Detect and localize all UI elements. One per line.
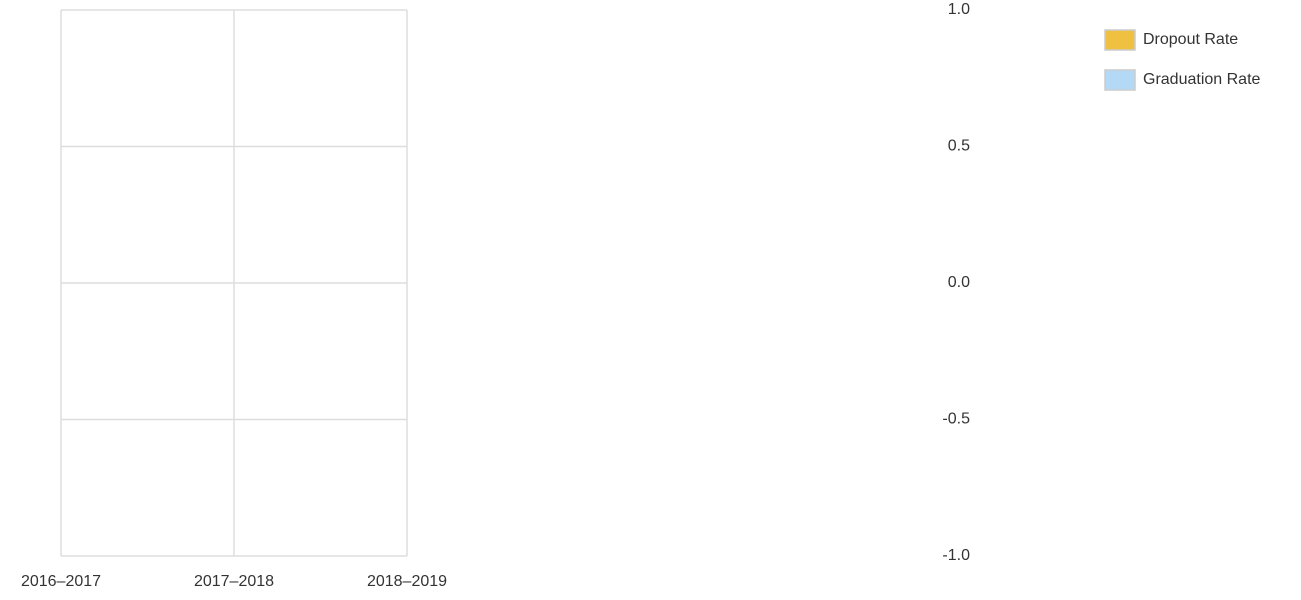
x-tick-label: 2018–2019 — [367, 573, 447, 590]
y-tick-label: -0.5 — [942, 411, 970, 428]
y-tick-label: 0.5 — [948, 138, 970, 155]
legend-label: Graduation Rate — [1143, 71, 1261, 88]
legend-label: Dropout Rate — [1143, 31, 1238, 48]
y-tick-label: -1.0 — [942, 547, 970, 564]
y-tick-label: 1.0 — [948, 1, 970, 18]
y-tick-label: 0.0 — [948, 274, 970, 291]
x-tick-label: 2017–2018 — [194, 573, 274, 590]
x-tick-label: 2016–2017 — [21, 573, 101, 590]
legend-swatch — [1104, 69, 1136, 91]
legend-swatch — [1104, 29, 1136, 51]
